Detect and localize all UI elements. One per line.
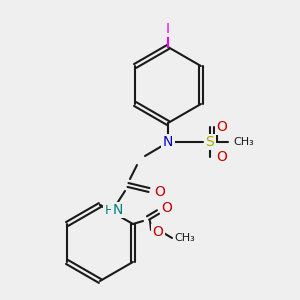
Text: O: O	[153, 225, 164, 239]
Text: O: O	[217, 150, 227, 164]
Text: CH₃: CH₃	[233, 137, 254, 147]
Text: I: I	[166, 22, 170, 36]
Text: O: O	[217, 120, 227, 134]
Text: S: S	[206, 135, 214, 149]
Text: CH₃: CH₃	[174, 233, 195, 243]
Text: N: N	[163, 135, 173, 149]
Text: H: H	[104, 203, 114, 217]
Text: O: O	[162, 201, 172, 215]
Text: O: O	[154, 185, 165, 199]
Text: N: N	[113, 203, 123, 217]
